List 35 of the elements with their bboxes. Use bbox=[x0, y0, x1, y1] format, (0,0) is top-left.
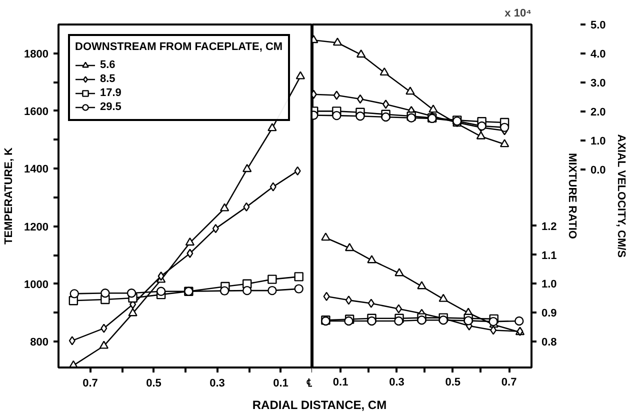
y-tick-label: 1600 bbox=[24, 106, 49, 118]
y2-axis-title: AXIAL VELOCITY, CM/S bbox=[614, 134, 627, 258]
y-tick-label: 800 bbox=[30, 336, 49, 349]
y-tick-label: 1.2 bbox=[542, 220, 557, 233]
legend-title: DOWNSTREAM FROM FACEPLATE, CM bbox=[75, 41, 283, 53]
x-axis-title: RADIAL DISTANCE, CM bbox=[252, 397, 387, 414]
x-tick-label: 0.7 bbox=[501, 376, 517, 388]
y2-tick-label: 5.0 bbox=[590, 20, 606, 32]
y-tick-label: 1.1 bbox=[542, 250, 557, 262]
x-tick-label: 0.7 bbox=[82, 378, 98, 390]
legend-label: 8.5 bbox=[100, 72, 116, 86]
y-tick-label: 1800 bbox=[24, 48, 49, 60]
y-tick-label: 1000 bbox=[24, 278, 49, 291]
x-tick-label: 0.1 bbox=[273, 378, 288, 390]
y-tick-label: 1200 bbox=[24, 221, 49, 234]
legend-label: 17.9 bbox=[100, 86, 122, 100]
y2-tick-label: 2.0 bbox=[590, 106, 606, 118]
legend-label: 29.5 bbox=[100, 100, 122, 114]
text: x 10⁴ bbox=[504, 8, 532, 20]
y-tick-label: 1.0 bbox=[542, 278, 557, 291]
y-axis-title: TEMPERATURE, K bbox=[3, 147, 16, 244]
x-tick-label: 0.3 bbox=[389, 376, 404, 388]
x-tick-label: 0.5 bbox=[445, 376, 461, 388]
y2-tick-label: 4.0 bbox=[590, 48, 606, 60]
y-tick-label: 0.8 bbox=[542, 336, 557, 348]
x-tick-label: 0.1 bbox=[332, 376, 348, 388]
y2-tick-label: 1.0 bbox=[590, 135, 606, 148]
y-tick-label: 0.9 bbox=[542, 308, 557, 320]
y2-tick-label: 3.0 bbox=[590, 77, 606, 90]
y-axis-title: MIXTURE RATIO bbox=[566, 153, 578, 240]
legend-label: 5.6 bbox=[100, 58, 116, 72]
x-tick-label: 0.5 bbox=[146, 378, 162, 390]
y2-tick-label: 0.0 bbox=[590, 164, 606, 176]
x-tick-label: 0.3 bbox=[210, 378, 225, 390]
y-tick-label: 1400 bbox=[24, 164, 49, 176]
